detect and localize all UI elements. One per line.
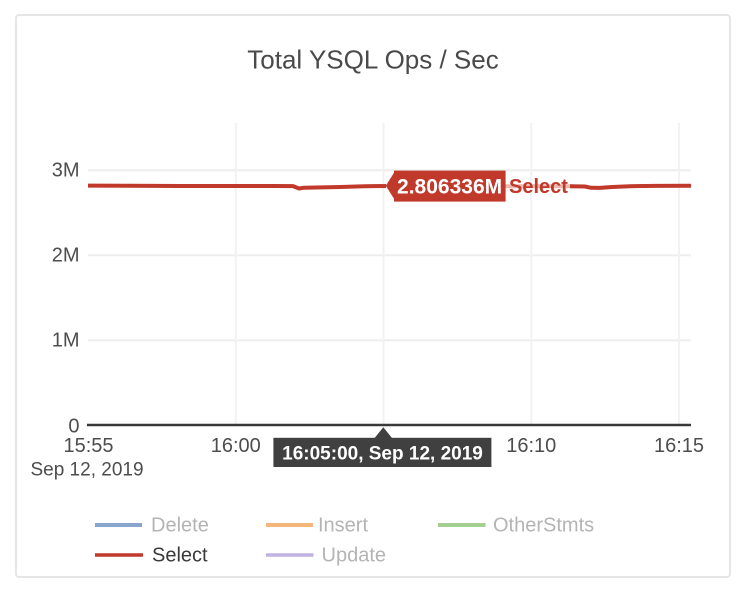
svg-text:16:15: 16:15 bbox=[654, 435, 704, 457]
svg-text:Sep 12, 2019: Sep 12, 2019 bbox=[30, 460, 143, 481]
svg-text:1M: 1M bbox=[52, 330, 80, 352]
svg-text:Select: Select bbox=[509, 176, 568, 198]
svg-text:Select: Select bbox=[152, 545, 208, 567]
svg-text:OtherStmts: OtherStmts bbox=[493, 515, 594, 537]
svg-text:2M: 2M bbox=[52, 245, 80, 267]
svg-text:0: 0 bbox=[68, 416, 79, 438]
svg-text:Delete: Delete bbox=[151, 515, 209, 537]
svg-text:16:00: 16:00 bbox=[211, 435, 261, 457]
svg-text:15:55: 15:55 bbox=[63, 435, 113, 457]
svg-text:16:05:00, Sep 12, 2019: 16:05:00, Sep 12, 2019 bbox=[282, 444, 483, 465]
svg-text:Insert: Insert bbox=[318, 515, 368, 537]
svg-text:3M: 3M bbox=[52, 160, 80, 182]
svg-text:2.806336M: 2.806336M bbox=[397, 176, 502, 199]
svg-text:16:10: 16:10 bbox=[506, 435, 556, 457]
svg-text:Total YSQL Ops / Sec: Total YSQL Ops / Sec bbox=[247, 44, 498, 74]
svg-text:Update: Update bbox=[322, 545, 387, 567]
